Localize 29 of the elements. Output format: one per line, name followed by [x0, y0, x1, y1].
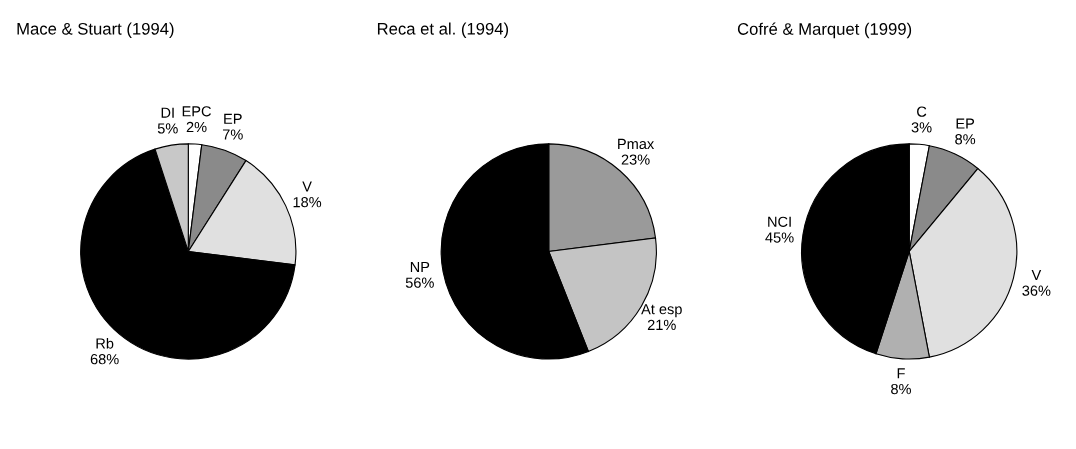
slice-label: EPC	[182, 106, 211, 117]
slice-label: EP	[956, 118, 975, 129]
data-label: 36%	[1022, 285, 1051, 296]
slice-label: V	[1031, 269, 1042, 280]
slice-label: DI	[161, 107, 174, 118]
slice-label: Rb	[96, 337, 114, 349]
data-label: 7%	[222, 129, 243, 140]
data-label: 8%	[891, 383, 911, 395]
data-label: 5%	[157, 123, 178, 134]
slice-label: V	[302, 181, 312, 192]
data-label: 2%	[186, 121, 207, 133]
slice-label: NP	[410, 261, 430, 272]
chart-title: Mace & Stuart (1994)	[17, 22, 174, 38]
data-label: 68%	[90, 354, 119, 365]
data-label: 18%	[293, 196, 322, 208]
data-label: 23%	[621, 154, 650, 165]
slice-label: Pmax	[618, 138, 655, 150]
data-label: 45%	[765, 232, 794, 243]
slice-label: At esp	[641, 304, 682, 318]
chart-title: Cofré & Marquet (1999)	[737, 22, 912, 39]
slice-label: F	[897, 368, 905, 379]
slice-label: EP	[224, 113, 242, 124]
slice-label: NCI	[768, 216, 791, 227]
data-label: 8%	[955, 134, 976, 145]
slice-label: C	[917, 106, 927, 117]
data-label: 56%	[405, 277, 434, 288]
data-label: 3%	[911, 122, 932, 133]
chart-title: Reca et al. (1994)	[377, 22, 509, 38]
data-label: 21%	[647, 319, 676, 330]
